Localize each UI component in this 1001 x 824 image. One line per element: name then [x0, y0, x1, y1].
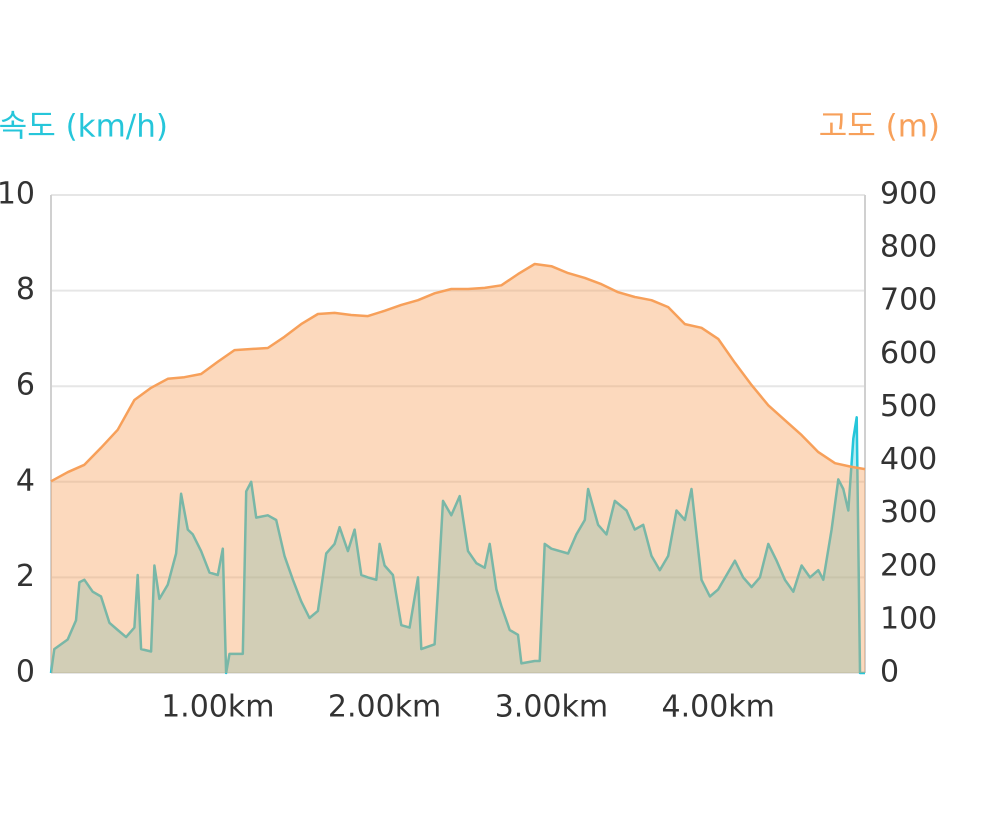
y-tick-label: 10 — [0, 177, 35, 212]
y2-tick-label: 0 — [880, 655, 899, 690]
y2-tick-label: 600 — [880, 336, 937, 371]
line — [50, 262, 866, 483]
y-tick-label: 8 — [16, 272, 35, 307]
plot-area — [49, 262, 866, 675]
y2-tick-label: 300 — [880, 495, 937, 530]
y-tick-label: 4 — [16, 463, 35, 498]
area-fill — [51, 417, 865, 673]
x-tick-label: 4.00km — [662, 690, 775, 725]
y-axis-title: 속도 (km/h) — [0, 109, 168, 145]
y-tick-label: 6 — [16, 368, 35, 403]
line — [49, 416, 865, 675]
y2-tick-label: 200 — [880, 548, 937, 583]
x-tick-label: 1.00km — [161, 690, 274, 725]
y2-tick-label: 900 — [880, 177, 937, 212]
y2-tick-label: 400 — [880, 442, 937, 477]
y2-tick-label: 800 — [880, 230, 937, 265]
y2-axis-title: 고도 (m) — [819, 109, 940, 145]
x-tick-label: 2.00km — [328, 690, 441, 725]
area-fill — [51, 264, 865, 673]
grid — [50, 194, 866, 674]
y2-tick-label: 100 — [880, 601, 937, 636]
y2-tick-label: 500 — [880, 389, 937, 424]
y-tick-label: 2 — [16, 559, 35, 594]
y-tick-label: 0 — [16, 655, 35, 690]
x-tick-label: 3.00km — [495, 690, 608, 725]
tick-labels: 024681001002003004005006007008009001.00k… — [0, 177, 937, 725]
y2-tick-label: 700 — [880, 283, 937, 318]
